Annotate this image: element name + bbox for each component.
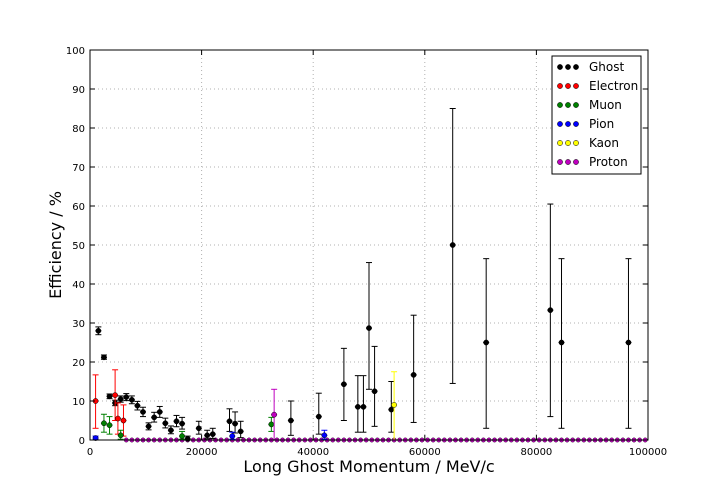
pion-point-2 <box>321 432 328 439</box>
legend-marker-muon-1 <box>565 102 571 108</box>
ghost-point-7 <box>134 402 141 409</box>
y-tick-label-3: 30 <box>72 319 85 330</box>
y-tick-label-4: 40 <box>72 280 85 291</box>
proton-point-0 <box>271 411 277 418</box>
y-tick-label-7: 70 <box>72 163 85 174</box>
muon-point-4 <box>268 421 275 428</box>
legend: Ghost Electron Muon Pion Kaon Proton <box>551 55 642 175</box>
ghost-point-11 <box>156 409 163 415</box>
legend-label-muon: Muon <box>589 98 622 112</box>
series-electron <box>92 369 127 437</box>
ghost-point-25 <box>341 381 347 388</box>
legend-marker-proton-2 <box>573 159 579 165</box>
ghost-point-16 <box>184 435 191 442</box>
x-tick-label-1: 20000 <box>186 447 218 458</box>
legend-marker-ghost-1 <box>565 64 571 70</box>
ghost-point-9 <box>145 423 152 430</box>
ghost-point-34 <box>547 307 554 313</box>
legend-marker-electron-1 <box>565 83 571 89</box>
ghost-point-8 <box>140 409 146 415</box>
y-tick-label-2: 20 <box>72 358 85 369</box>
pion-point-1 <box>229 433 236 439</box>
legend-marker-kaon-1 <box>565 140 571 146</box>
legend-marker-ghost-0 <box>557 64 563 70</box>
legend-label-electron: Electron <box>589 79 638 93</box>
electron-point-2 <box>115 415 121 422</box>
y-axis-label: Efficiency / % <box>46 191 65 299</box>
x-tick-label-5: 100000 <box>629 447 667 458</box>
legend-label-proton: Proton <box>589 155 628 169</box>
legend-marker-electron-2 <box>573 83 579 89</box>
pion-point-0 <box>92 435 99 441</box>
ghost-point-14 <box>173 418 180 425</box>
ghost-point-29 <box>371 388 378 395</box>
legend-marker-proton-1 <box>565 159 571 165</box>
muon-point-2 <box>117 432 124 439</box>
ghost-point-26 <box>354 404 361 410</box>
x-tick-label-3: 60000 <box>409 447 441 458</box>
legend-marker-pion-0 <box>557 121 563 127</box>
legend-marker-kaon-0 <box>557 140 563 146</box>
legend-label-kaon: Kaon <box>589 136 619 150</box>
y-tick-label-5: 50 <box>72 241 85 252</box>
x-axis-label: Long Ghost Momentum / MeV/c <box>243 457 494 476</box>
electron-point-3 <box>120 417 127 424</box>
ghost-point-2 <box>106 393 113 400</box>
legend-marker-electron-0 <box>557 83 563 89</box>
ghost-point-4 <box>117 396 124 402</box>
ghost-point-12 <box>162 420 169 427</box>
y-tick-label-1: 10 <box>72 397 85 408</box>
ghost-point-23 <box>288 417 294 424</box>
ghost-point-30 <box>388 406 395 413</box>
kaon-point-0 <box>391 402 397 408</box>
muon-point-1 <box>106 422 113 429</box>
ghost-point-24 <box>315 413 322 420</box>
ghost-point-10 <box>151 414 158 421</box>
ghost-point-15 <box>179 420 185 427</box>
ghost-point-17 <box>195 425 202 432</box>
legend-box <box>551 55 642 175</box>
legend-marker-proton-0 <box>557 159 563 165</box>
y-tick-label-10: 100 <box>66 46 85 57</box>
axis-ticks: 0 20000 40000 60000 80000 100000 0 10 20 30 40 50 60… <box>66 46 667 458</box>
muon-point-0 <box>101 420 107 427</box>
ghost-point-35 <box>558 339 565 346</box>
ghost-point-21 <box>232 420 238 427</box>
legend-marker-ghost-2 <box>573 64 579 70</box>
y-tick-label-0: 0 <box>79 436 85 447</box>
ghost-point-6 <box>129 396 135 403</box>
legend-label-ghost: Ghost <box>589 60 624 74</box>
ghost-point-5 <box>123 394 130 400</box>
x-tick-label-0: 0 <box>87 447 93 458</box>
muon-point-3 <box>179 433 185 439</box>
ghost-point-1 <box>101 354 107 361</box>
y-tick-label-6: 60 <box>72 202 85 213</box>
y-tick-label-9: 90 <box>72 85 85 96</box>
legend-label-pion: Pion <box>589 117 614 131</box>
series-muon <box>100 413 275 440</box>
ghost-point-31 <box>410 372 417 378</box>
x-tick-label-2: 40000 <box>297 447 329 458</box>
legend-marker-muon-2 <box>573 102 579 108</box>
ghost-point-19 <box>209 431 216 437</box>
ghost-point-27 <box>360 404 367 410</box>
ghost-point-33 <box>483 339 490 346</box>
y-tick-label-8: 80 <box>72 124 85 135</box>
ghost-point-32 <box>449 242 456 248</box>
ghost-point-36 <box>625 339 632 346</box>
ghost-point-0 <box>95 327 102 334</box>
legend-marker-pion-1 <box>565 121 571 127</box>
x-tick-label-4: 80000 <box>520 447 552 458</box>
series-proton <box>271 388 278 441</box>
ghost-point-13 <box>168 427 174 434</box>
legend-marker-pion-2 <box>573 121 579 127</box>
electron-point-1 <box>112 392 118 398</box>
ghost-point-28 <box>366 325 372 331</box>
legend-marker-muon-0 <box>557 102 563 108</box>
legend-marker-kaon-2 <box>573 140 579 146</box>
ghost-point-18 <box>204 432 211 439</box>
ghost-point-22 <box>237 428 244 435</box>
ghost-point-20 <box>226 418 233 425</box>
